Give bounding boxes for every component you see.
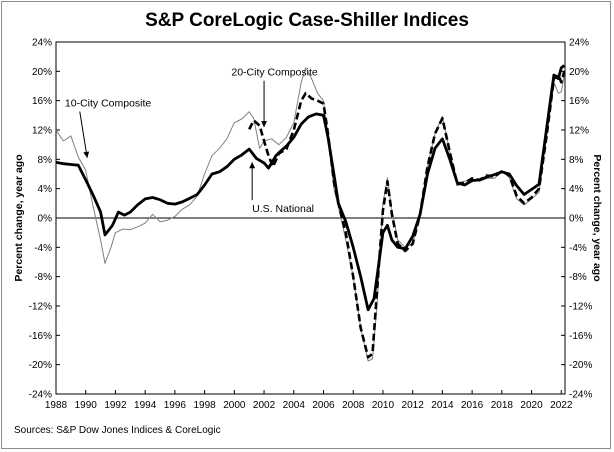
y-tick-label-right: -4%: [569, 243, 587, 254]
y-tick-label-right: 8%: [569, 155, 584, 166]
x-tick-label: 2008: [342, 400, 365, 411]
series-layer: [55, 64, 566, 362]
annotation-arrowhead: [83, 151, 90, 158]
y-tick-label-left: -20%: [29, 360, 52, 371]
x-tick-label: 2004: [283, 400, 306, 411]
y-tick-label-right: -8%: [569, 272, 587, 283]
tick-layer: -24% -24% -20% -20% -16% -16% -12% -12% -8% -8% -4…: [29, 38, 593, 412]
x-tick-label: 1992: [104, 400, 127, 411]
y-tick-label-right: -16%: [569, 331, 592, 342]
y-tick-label-left: -24%: [29, 390, 52, 401]
y-tick-label-left: -4%: [34, 243, 52, 254]
y-tick-label-right: 0%: [569, 214, 584, 225]
source-note: Sources: S&P Dow Jones Indices & CoreLog…: [14, 425, 221, 436]
annotation-label: U.S. National: [252, 203, 314, 215]
y-tick-label-right: -12%: [569, 302, 592, 313]
y-tick-label-right: 12%: [569, 126, 589, 137]
y-tick-label-right: -20%: [569, 360, 592, 371]
annotation-label: 10-City Composite: [65, 98, 152, 110]
annotation-arrowhead: [249, 162, 256, 169]
y-tick-label-right: -24%: [569, 390, 592, 401]
annotation-arrow: [79, 111, 88, 158]
x-tick-label: 2002: [253, 400, 276, 411]
x-tick-label: 1990: [75, 400, 98, 411]
series-line-20-city-composite: [248, 70, 566, 359]
x-tick-label: 2016: [461, 400, 484, 411]
y-tick-label-left: 20%: [32, 67, 52, 78]
x-tick-label: 1996: [164, 400, 187, 411]
x-tick-label: 2018: [491, 400, 514, 411]
x-tick-label: 2012: [402, 400, 425, 411]
annotation-layer: 10-City Composite 20-City Composite U.S. N…: [65, 67, 318, 215]
y-tick-label-left: 12%: [32, 126, 52, 137]
chart-title: S&P CoreLogic Case-Shiller Indices: [145, 10, 469, 31]
x-tick-label: 2010: [372, 400, 395, 411]
y-tick-label-left: 16%: [32, 96, 52, 107]
annotation-label: 20-City Composite: [231, 67, 318, 79]
annotation-arrowhead: [261, 121, 268, 128]
y-tick-label-left: 0%: [38, 214, 53, 225]
y-tick-label-left: 8%: [38, 155, 53, 166]
x-tick-label: 2000: [223, 400, 246, 411]
x-tick-label: 1998: [193, 400, 216, 411]
y-tick-label-left: 24%: [32, 38, 52, 49]
y-tick-label-right: 16%: [569, 96, 589, 107]
x-tick-label: 2022: [550, 400, 573, 411]
y-tick-label-right: 24%: [569, 38, 589, 49]
x-tick-label: 2020: [520, 400, 543, 411]
y-tick-label-left: -8%: [34, 272, 52, 283]
y-tick-label-left: -12%: [29, 302, 52, 313]
x-tick-label: 2006: [312, 400, 335, 411]
y-tick-label-right: 20%: [569, 67, 589, 78]
x-tick-label: 2014: [431, 400, 454, 411]
y-axis-label-left: Percent change, year ago: [13, 154, 25, 281]
y-tick-label-right: 4%: [569, 184, 584, 195]
y-axis-label-right: Percent change, year ago: [591, 154, 603, 281]
y-tick-label-left: 4%: [38, 184, 53, 195]
series-line-u-s-national: [55, 64, 566, 312]
x-tick-label: 1988: [45, 400, 68, 411]
y-tick-label-left: -16%: [29, 331, 52, 342]
x-tick-label: 1994: [134, 400, 157, 411]
